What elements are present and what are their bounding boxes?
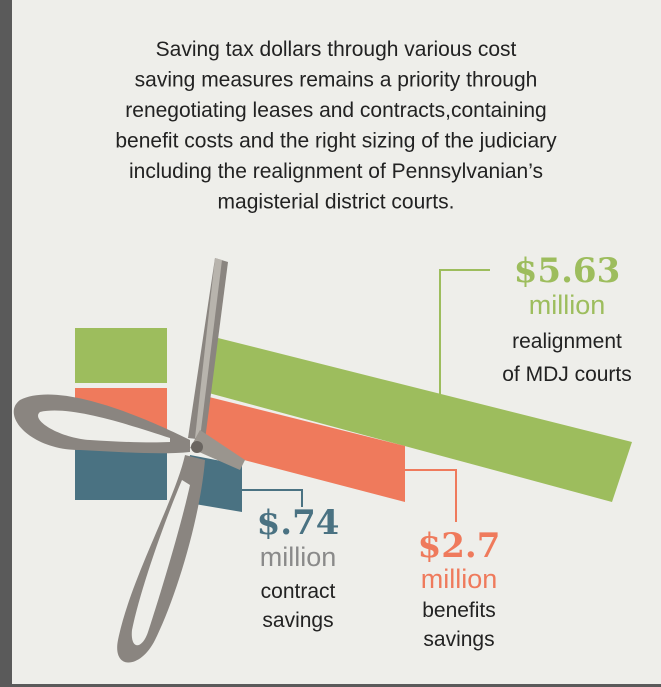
label: contract <box>261 580 336 603</box>
green-connector <box>439 269 490 398</box>
intro-line: saving measures remains a priority throu… <box>135 69 538 92</box>
orange-connector <box>405 469 457 522</box>
intro-line: Saving tax dollars through various cost <box>156 38 517 61</box>
intro-line: benefit costs and the right sizing of th… <box>115 130 557 153</box>
label: savings <box>262 609 333 632</box>
unit: million <box>260 542 337 572</box>
label: benefits <box>422 599 496 622</box>
green-bar <box>205 338 632 502</box>
blue-connector <box>242 489 303 507</box>
label: of MDJ courts <box>502 363 632 386</box>
orange-bar <box>198 396 405 502</box>
unit: million <box>421 564 498 594</box>
scissors <box>13 258 245 663</box>
intro-text: Saving tax dollars through various cost s… <box>115 38 557 214</box>
amount: $.74 <box>257 503 340 543</box>
label: savings <box>423 628 494 651</box>
bottom-strip <box>12 684 661 687</box>
intro-line: including the realignment of Pennsylvani… <box>129 160 543 183</box>
label: realignment <box>512 330 622 353</box>
amount: $5.63 <box>514 251 620 291</box>
amount: $2.7 <box>418 526 501 566</box>
blue-stub <box>75 447 167 500</box>
left-strip <box>0 0 12 687</box>
intro-line: renegotiating leases and contracts,conta… <box>125 99 546 122</box>
unit: million <box>529 290 606 320</box>
intro-line: magisterial district courts. <box>218 191 455 214</box>
green-stub <box>75 328 167 383</box>
